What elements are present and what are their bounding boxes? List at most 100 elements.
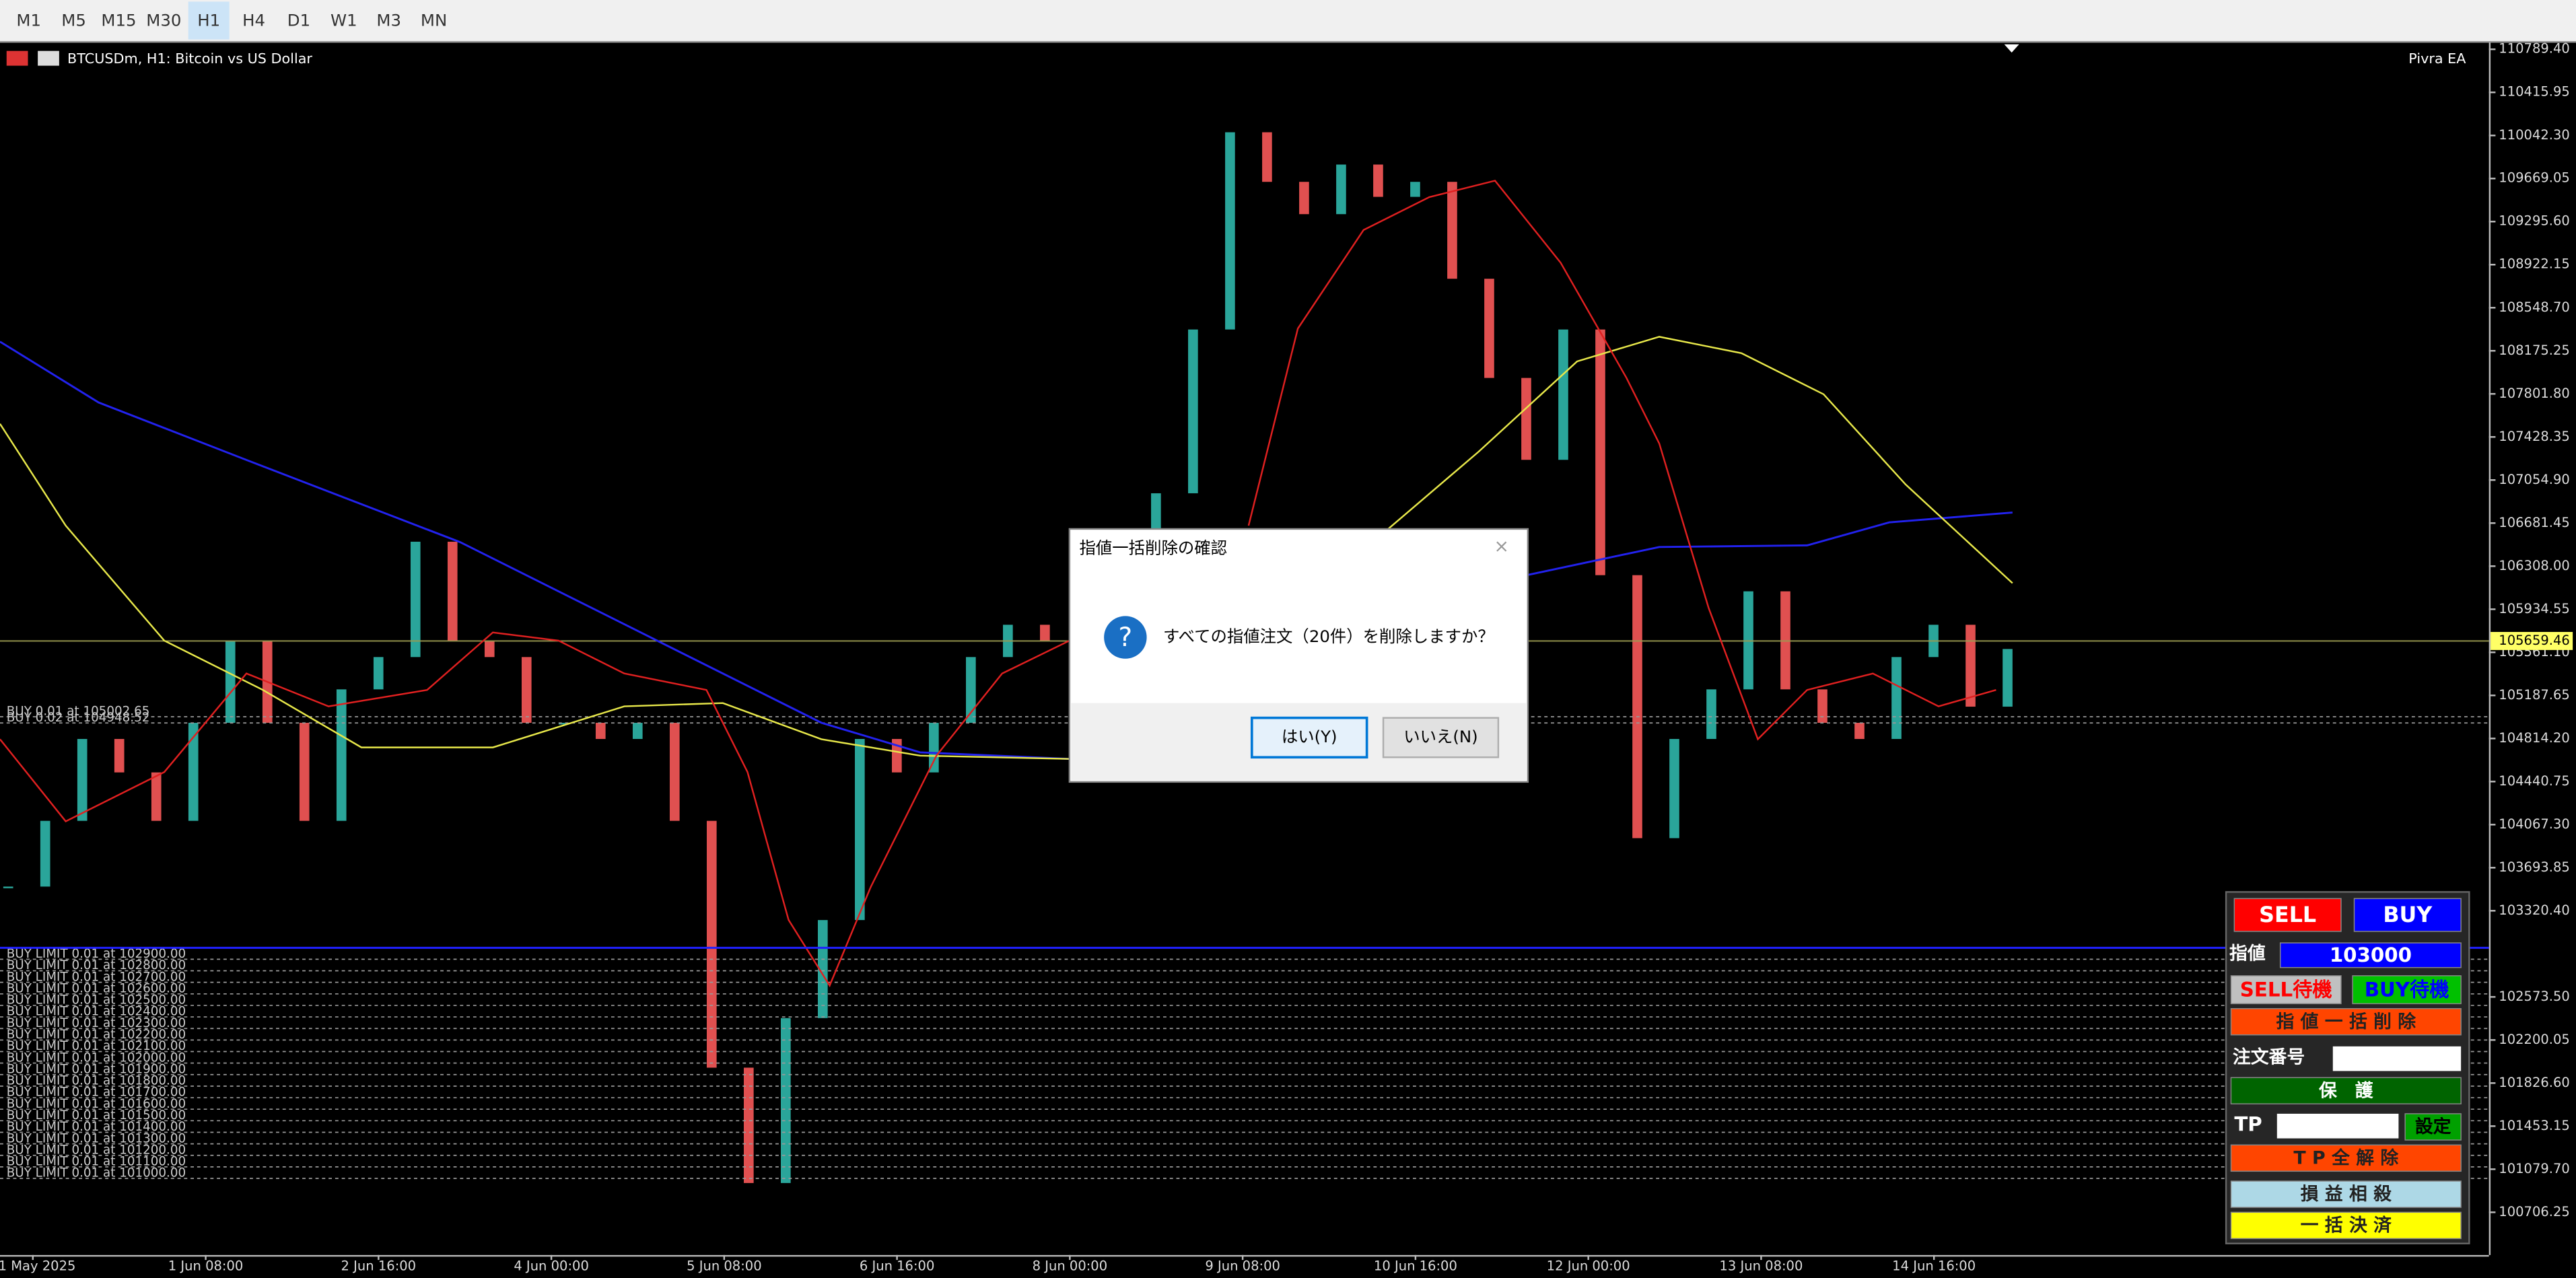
order-label: BUY LIMIT 0.01 at 102300.00 <box>7 1016 186 1030</box>
order-label: BUY 0.01 at 105002.65 <box>7 705 150 719</box>
sell-button[interactable] <box>2233 898 2342 932</box>
buy-wait-button[interactable] <box>2352 975 2462 1005</box>
candle <box>818 920 828 1018</box>
candle <box>1262 132 1272 182</box>
timeframe-tab[interactable]: M15 <box>101 11 136 30</box>
tp-clear-button[interactable] <box>2230 1144 2462 1172</box>
chart-icon[interactable] <box>38 50 59 66</box>
timeframe-tab[interactable]: MN <box>421 11 447 30</box>
price-tick-label: 110789.40 <box>2499 41 2570 57</box>
order-label: BUY LIMIT 0.01 at 101300.00 <box>7 1131 186 1145</box>
sell-wait-button[interactable] <box>2230 975 2342 1005</box>
timeframe-tab[interactable]: M1 <box>16 11 41 30</box>
candle <box>3 886 13 888</box>
close-all-button-label[interactable]: 一 括 決 済 <box>2301 1215 2392 1236</box>
price-tick-label: 106308.00 <box>2499 558 2570 573</box>
candle <box>929 723 939 773</box>
question-icon <box>1104 616 1147 659</box>
time-label: 5 Jun 08:00 <box>687 1258 762 1273</box>
time-label: 6 Jun 16:00 <box>860 1258 935 1273</box>
order-label: BUY LIMIT 0.01 at 102800.00 <box>7 958 186 972</box>
candle <box>1595 329 1605 575</box>
symbol-label: BTCUSDm, H1: Bitcoin vs US Dollar <box>67 50 312 67</box>
candle <box>1410 182 1420 197</box>
candle <box>1706 689 1716 740</box>
offset-button[interactable] <box>2230 1180 2462 1208</box>
buy-button-label[interactable]: BUY <box>2383 903 2433 927</box>
set-button-label[interactable]: 設定 <box>2415 1116 2451 1137</box>
candle <box>1373 164 1383 197</box>
yes-button[interactable] <box>1250 716 1368 759</box>
order-label: BUY LIMIT 0.01 at 101700.00 <box>7 1086 186 1100</box>
toolbar <box>0 0 2576 42</box>
candle <box>1965 625 1976 707</box>
yes-button-label[interactable]: はい(Y) <box>1282 727 1337 746</box>
price-tick-label: 106681.45 <box>2499 515 2570 530</box>
candle <box>484 641 495 658</box>
candle <box>188 723 199 821</box>
time-label: 4 Jun 00:00 <box>514 1258 589 1273</box>
candle <box>447 541 458 641</box>
order-label: BUY 0.02 at 104948.52 <box>7 711 150 725</box>
close-all-button[interactable] <box>2230 1211 2462 1240</box>
candle <box>521 657 532 723</box>
menu-icon[interactable] <box>6 50 28 66</box>
time-label: 8 Jun 00:00 <box>1033 1258 1108 1273</box>
order-label: BUY LIMIT 0.01 at 101400.00 <box>7 1120 186 1134</box>
price-tick-label: 108548.70 <box>2499 299 2570 315</box>
candle <box>1336 164 1346 215</box>
order-label: BUY LIMIT 0.01 at 101000.00 <box>7 1166 186 1180</box>
price-tick-label: 104440.75 <box>2499 773 2570 789</box>
offset-button-label[interactable]: 損 益 相 殺 <box>2301 1184 2392 1205</box>
timeframe-tab[interactable]: M30 <box>146 11 181 30</box>
protect-button[interactable] <box>2230 1077 2462 1104</box>
tp-input[interactable] <box>2276 1113 2399 1139</box>
buy-wait-button-label[interactable]: BUY待機 <box>2365 978 2449 1001</box>
tp-clear-button-label[interactable]: T P 全 解 除 <box>2293 1147 2398 1169</box>
candle <box>706 820 717 1068</box>
time-label: 13 Jun 08:00 <box>1719 1258 1803 1273</box>
delete-all-button[interactable] <box>2230 1007 2462 1036</box>
timeframe-tab[interactable]: H1 <box>197 11 220 30</box>
price-tick-label: 101079.70 <box>2499 1161 2570 1176</box>
close-button[interactable]: × <box>1494 536 1509 557</box>
price-tick-label: 109295.60 <box>2499 213 2570 229</box>
sell-button-label[interactable]: SELL <box>2259 903 2316 927</box>
protect-button-label[interactable]: 保 護 <box>2318 1079 2374 1101</box>
time-label: 14 Jun 16:00 <box>1892 1258 1976 1273</box>
sell-wait-button-label[interactable]: SELL待機 <box>2240 978 2332 1001</box>
limit-input-label[interactable]: 103000 <box>2330 944 2412 966</box>
set-button[interactable] <box>2404 1113 2462 1141</box>
price-tick-label: 101826.60 <box>2499 1075 2570 1090</box>
candle <box>781 1018 791 1183</box>
buy-button[interactable] <box>2353 898 2462 932</box>
price-tick-label: 110042.30 <box>2499 127 2570 143</box>
confirm-dialog: 指値一括削除の確認 × ? すべての指値注文（20件）を削除しますか？ はい(Y… <box>1068 528 1529 783</box>
timeframe-tab[interactable]: W1 <box>330 11 357 30</box>
price-tick-label: 110415.95 <box>2499 84 2570 100</box>
current-price-box <box>2491 632 2573 650</box>
candle <box>1188 329 1198 493</box>
order-label: BUY LIMIT 0.01 at 101200.00 <box>7 1143 186 1157</box>
price-tick-label: 104814.20 <box>2499 730 2570 746</box>
order-label: BUY LIMIT 0.01 at 101900.00 <box>7 1062 186 1076</box>
timeframe-tab[interactable]: M5 <box>61 11 86 30</box>
tab-active <box>188 1 230 40</box>
shift-marker <box>2004 44 2019 53</box>
limit-input[interactable] <box>2279 942 2462 968</box>
time-label: 10 Jun 16:00 <box>1374 1258 1457 1273</box>
timeframe-tab[interactable]: D1 <box>287 11 310 30</box>
order-label: BUY LIMIT 0.01 at 102400.00 <box>7 1005 186 1019</box>
no-button-label[interactable]: いいえ(N) <box>1403 727 1477 746</box>
timeframe-tab[interactable]: H4 <box>242 11 265 30</box>
order-no-input[interactable] <box>2332 1046 2462 1071</box>
no-button[interactable] <box>1382 717 1500 758</box>
timeframe-tab[interactable]: M3 <box>376 11 401 30</box>
time-label: 1 Jun 08:00 <box>168 1258 244 1273</box>
price-tick-label: 100706.25 <box>2499 1204 2570 1219</box>
time-label: 12 Jun 00:00 <box>1547 1258 1630 1273</box>
delete-all-button-label[interactable]: 指 値 一 括 削 除 <box>2276 1011 2416 1032</box>
tp-label: TP <box>2234 1112 2262 1135</box>
